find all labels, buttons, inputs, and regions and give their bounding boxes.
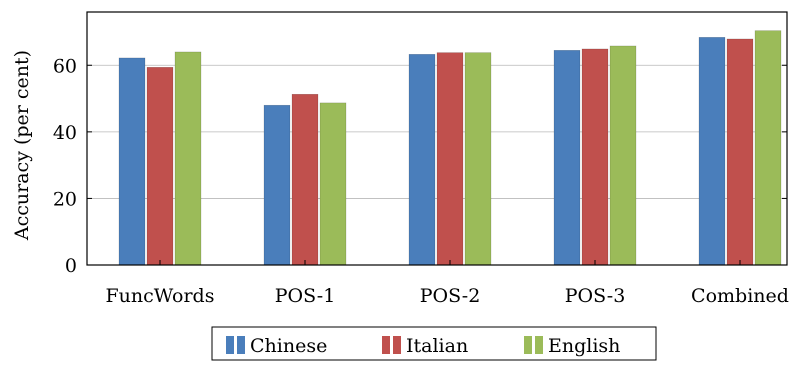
legend: Chinese Italian English <box>211 326 657 361</box>
bar-chinese-combined <box>698 37 726 266</box>
bar-english-combined <box>754 30 782 266</box>
bar-english-funcwords <box>174 51 202 266</box>
x-tick-label: POS-1 <box>275 285 336 307</box>
y-axis-title: Accuracy (per cent) <box>11 50 33 241</box>
legend-swatch-italian <box>382 336 401 354</box>
y-tick-label: 40 <box>53 122 77 144</box>
bar-chinese-pos-3 <box>553 50 581 266</box>
bar-italian-pos-3 <box>581 48 609 266</box>
legend-label-italian: Italian <box>406 335 468 357</box>
plot-frame <box>86 11 788 266</box>
legend-label-english: English <box>548 335 620 357</box>
bar-italian-funcwords <box>146 67 174 266</box>
legend-box <box>211 326 657 361</box>
x-tick-label: POS-3 <box>565 285 626 307</box>
y-axis-ticks: 0 20 40 60 <box>53 55 787 277</box>
bar-chinese-funcwords <box>118 57 146 266</box>
bar-italian-pos-2 <box>436 52 464 266</box>
legend-swatch-english <box>524 336 543 354</box>
y-tick-label: 60 <box>53 55 77 77</box>
x-tick-label: Combined <box>691 285 789 307</box>
bar-english-pos-1 <box>319 102 347 266</box>
legend-swatch-chinese <box>226 336 245 354</box>
y-tick-label: 0 <box>65 255 77 277</box>
bar-english-pos-2 <box>464 52 492 266</box>
bar-italian-pos-1 <box>291 93 319 266</box>
bar-chinese-pos-1 <box>263 104 291 266</box>
bar-chinese-pos-2 <box>408 54 436 266</box>
x-tick-label: FuncWords <box>106 285 215 307</box>
x-axis-category-labels: FuncWords POS-1 POS-2 POS-3 Combined <box>106 260 789 307</box>
bars <box>118 30 782 266</box>
bar-italian-combined <box>726 38 754 266</box>
bar-english-pos-3 <box>609 45 637 266</box>
legend-label-chinese: Chinese <box>250 335 327 357</box>
x-tick-label: POS-2 <box>420 285 481 307</box>
y-tick-label: 20 <box>53 188 77 210</box>
